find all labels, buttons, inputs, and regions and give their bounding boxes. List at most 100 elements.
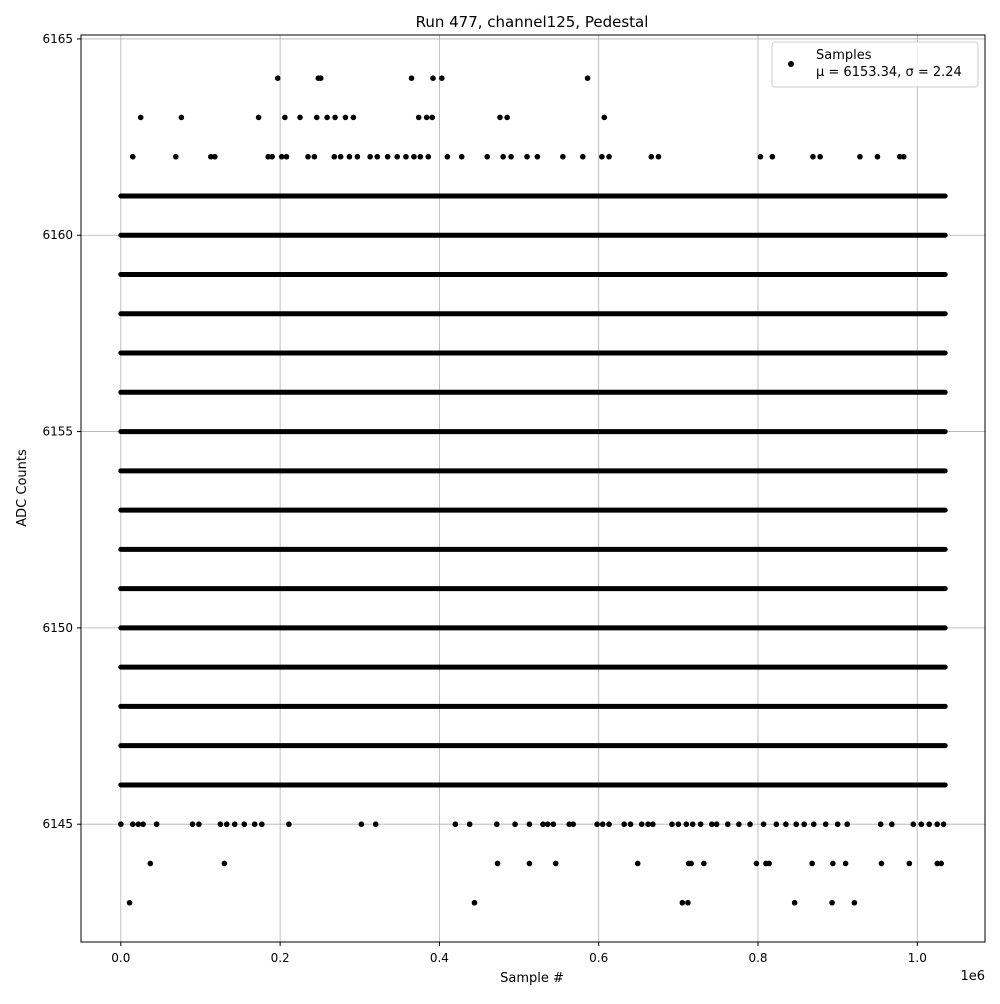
- sample-point: [810, 153, 816, 160]
- sample-point: [638, 821, 645, 828]
- x-tick-label: 0.0: [111, 951, 130, 965]
- sample-point: [896, 153, 903, 160]
- y-tick-label: 6155: [42, 425, 73, 439]
- sample-point: [934, 821, 941, 828]
- sample-point: [934, 860, 941, 867]
- sample-point: [524, 153, 530, 160]
- sample-point: [627, 821, 634, 828]
- sample-point: [324, 114, 330, 121]
- chart-title: Run 477, channel125, Pedestal: [416, 13, 649, 31]
- sample-point: [189, 821, 196, 828]
- sample-point: [526, 821, 533, 828]
- sample-point: [526, 860, 533, 867]
- y-tick-label: 6145: [42, 817, 73, 831]
- sample-point: [650, 821, 656, 828]
- sample-point: [606, 821, 612, 828]
- sample-point: [283, 153, 290, 160]
- sample-point: [259, 821, 265, 828]
- sample-point: [466, 821, 473, 828]
- sample-point: [129, 153, 136, 160]
- sample-point: [282, 114, 288, 121]
- y-tick-label: 6150: [42, 621, 73, 635]
- x-tick-label: 0.6: [589, 951, 608, 965]
- sample-point: [411, 153, 417, 160]
- sample-point: [444, 153, 451, 160]
- sample-point: [773, 821, 780, 828]
- sample-point: [196, 821, 202, 828]
- sample-point: [305, 153, 311, 160]
- plot-frame: [80, 34, 986, 943]
- sample-point: [783, 821, 789, 828]
- sample-point: [512, 821, 518, 828]
- sample-point: [331, 153, 338, 160]
- sample-point: [367, 153, 373, 160]
- sample-point: [372, 821, 379, 828]
- sample-point: [648, 153, 655, 160]
- sample-point: [709, 821, 715, 828]
- sample-point: [346, 153, 353, 160]
- sample-point: [842, 860, 849, 867]
- sample-point: [317, 75, 324, 81]
- sample-point: [606, 153, 612, 160]
- sample-point: [621, 821, 627, 828]
- sample-point: [791, 899, 798, 906]
- sample-point: [713, 821, 720, 828]
- sample-point: [452, 821, 459, 828]
- sample-point: [669, 821, 675, 828]
- sample-point: [679, 899, 686, 906]
- sample-point: [178, 114, 185, 121]
- sample-point: [534, 153, 541, 160]
- sample-point: [769, 153, 776, 160]
- x-tick-label: 0.2: [271, 951, 290, 965]
- sample-point: [212, 153, 218, 160]
- sample-point: [552, 860, 559, 867]
- sample-point: [429, 114, 436, 121]
- sample-point: [358, 821, 365, 828]
- sample-point: [675, 821, 682, 828]
- sample-point: [683, 821, 690, 828]
- sample-point: [129, 821, 136, 828]
- sample-point: [938, 860, 944, 867]
- y-axis-label: ADC Counts: [15, 449, 30, 527]
- sample-point: [857, 153, 863, 160]
- sample-point: [599, 153, 605, 160]
- sample-point: [172, 153, 179, 160]
- x-axis-label: Sample #: [500, 971, 564, 986]
- legend: Samples μ = 6153.34, σ = 2.24: [771, 41, 979, 88]
- sample-point: [579, 153, 586, 160]
- sample-point: [757, 153, 764, 160]
- sample-point: [906, 860, 913, 867]
- sample-point: [685, 899, 691, 906]
- sample-point: [570, 821, 577, 828]
- sample-point: [403, 153, 409, 160]
- sample-point: [940, 821, 947, 828]
- axes: 0.0 0.2 0.4 0.6 0.8 1.0 6145 6150 6155 6160 6165: [42, 32, 926, 965]
- sample-point: [384, 153, 391, 160]
- sample-point: [458, 153, 465, 160]
- sample-point: [255, 114, 262, 121]
- sample-point: [910, 821, 917, 828]
- sample-point: [766, 860, 772, 867]
- sample-point: [471, 899, 478, 906]
- sample-point: [736, 821, 742, 828]
- sample-point: [394, 153, 401, 160]
- sample-point: [374, 153, 381, 160]
- sample-point: [830, 860, 836, 867]
- x-tick-label: 1.0: [908, 951, 927, 965]
- sample-point: [747, 821, 753, 828]
- sample-point: [878, 860, 885, 867]
- sample-point: [269, 153, 275, 160]
- sample-point: [753, 860, 760, 867]
- sample-point: [877, 821, 884, 828]
- sample-point: [701, 860, 707, 867]
- sample-point: [425, 153, 432, 160]
- sample-point: [430, 75, 436, 81]
- sample-point: [834, 821, 841, 828]
- sample-point: [217, 821, 224, 828]
- sample-point: [540, 821, 546, 828]
- legend-marker: [788, 61, 794, 67]
- sample-point: [500, 153, 506, 160]
- sample-point: [697, 821, 704, 828]
- sample-point: [135, 821, 142, 828]
